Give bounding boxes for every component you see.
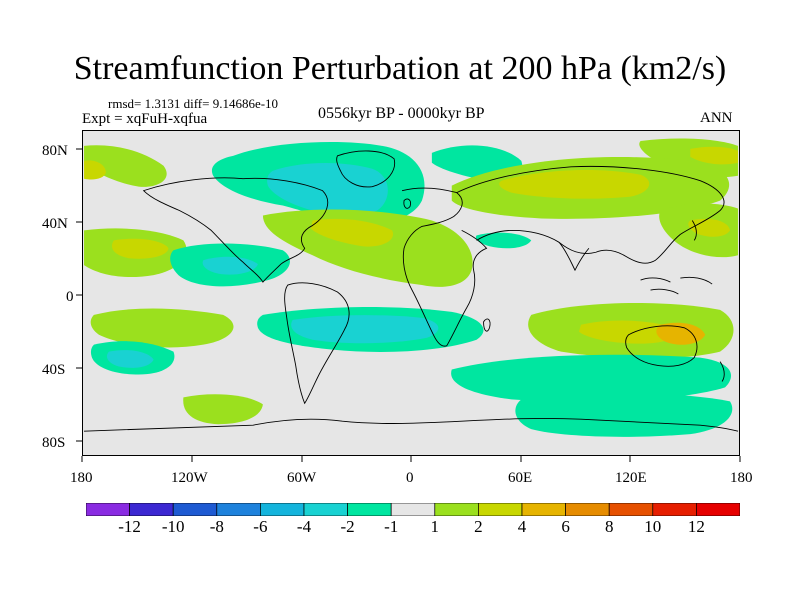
x-tick-label-60e: 60E	[508, 470, 533, 486]
colorbar-label: -10	[161, 517, 185, 536]
blob-west-pacific-yellow	[688, 218, 731, 237]
colorbar-label: 10	[644, 517, 662, 536]
colorbar-swatch-7	[390, 502, 436, 517]
blob-south-indian-yellow	[578, 320, 677, 344]
blob-southern-ocean-green-west	[183, 394, 263, 425]
x-tick-label-60w: 60W	[287, 470, 317, 486]
colorbar-swatch-10	[521, 502, 566, 517]
colorbar-label: -6	[253, 517, 268, 536]
x-tick-label-120w: 120W	[171, 470, 208, 486]
colorbar-label: 2	[474, 517, 483, 536]
colorbar-label: 8	[604, 517, 614, 536]
y-tick-label-80n: 80N	[42, 143, 68, 159]
colorbar-label: -8	[209, 517, 224, 536]
blob-north-atlantic-cyan	[267, 163, 388, 216]
y-tick-label-40s: 40S	[42, 362, 66, 378]
x-tick-label-0: 0	[406, 470, 414, 486]
colorbar-swatch-8	[434, 502, 479, 517]
colorbar-label: -4	[296, 517, 312, 536]
x-tick-label-120e: 120E	[615, 470, 647, 486]
blob-south-pacific-cyan	[291, 315, 439, 344]
colorbar-swatch-6	[347, 502, 392, 517]
blob-atlantic-yellow	[310, 218, 394, 247]
colorbar-swatch-5	[303, 502, 348, 517]
colorbar-swatch-11	[565, 502, 610, 517]
colorbar-swatch-2	[172, 502, 218, 517]
colorbar-swatches	[85, 502, 741, 517]
coastlines	[84, 150, 739, 432]
blob-australia-yellow	[656, 322, 706, 345]
colorbar-swatch-12	[608, 502, 654, 517]
colorbar-swatch-4	[260, 502, 305, 517]
x-tick-label-180e: 180	[730, 470, 753, 486]
blob-south-pacific-green-west	[90, 308, 234, 348]
blob-pacific-yellow-west	[111, 238, 169, 259]
blob-southern-ocean-green-east	[451, 354, 732, 402]
blob-arctic-yellow-west	[84, 160, 106, 180]
stats-text: rmsd= 1.3131 diff= 9.14686e-10	[108, 96, 279, 111]
blob-southern-ocean-green-mid	[515, 392, 733, 437]
season-text: ANN	[700, 110, 733, 126]
colorbar-label: -12	[118, 517, 141, 536]
contour-fills	[84, 138, 738, 437]
colorbar-label: 4	[517, 517, 527, 536]
blob-indian-small-green	[475, 232, 532, 249]
colorbar-label: 6	[561, 517, 570, 536]
blob-eurasia-yellow	[499, 169, 650, 199]
colorbar-swatch-13	[652, 502, 697, 517]
y-tick-label-80s: 80S	[42, 435, 66, 451]
blob-arctic-yellow-east	[690, 146, 738, 165]
colorbar-swatch-0	[85, 502, 130, 517]
colorbar-swatch-14	[696, 502, 741, 517]
colorbar-swatch-3	[216, 502, 261, 517]
y-tick-label-40n: 40N	[42, 216, 68, 232]
colorbar	[85, 502, 741, 517]
colorbar-label: -2	[340, 517, 355, 536]
colorbar-swatch-9	[478, 502, 523, 517]
colorbar-swatch-1	[129, 502, 174, 517]
blob-east-pacific-cyan	[202, 256, 258, 275]
period-text: 0556kyr BP - 0000kyr BP	[318, 105, 485, 122]
colorbar-label: 1	[430, 517, 440, 536]
experiment-text: Expt = xqFuH-xqfua	[82, 111, 208, 127]
blob-southwest-cyan	[106, 350, 154, 368]
blob-arctic-green-west	[84, 145, 167, 187]
x-tick-label-180w: 180	[70, 470, 93, 486]
colorbar-label: -1	[384, 517, 399, 536]
map-panel	[82, 130, 740, 456]
colorbar-label: 12	[687, 517, 705, 536]
chart-title: Streamfunction Perturbation at 200 hPa (…	[73, 50, 727, 87]
y-tick-label-0: 0	[66, 289, 74, 305]
